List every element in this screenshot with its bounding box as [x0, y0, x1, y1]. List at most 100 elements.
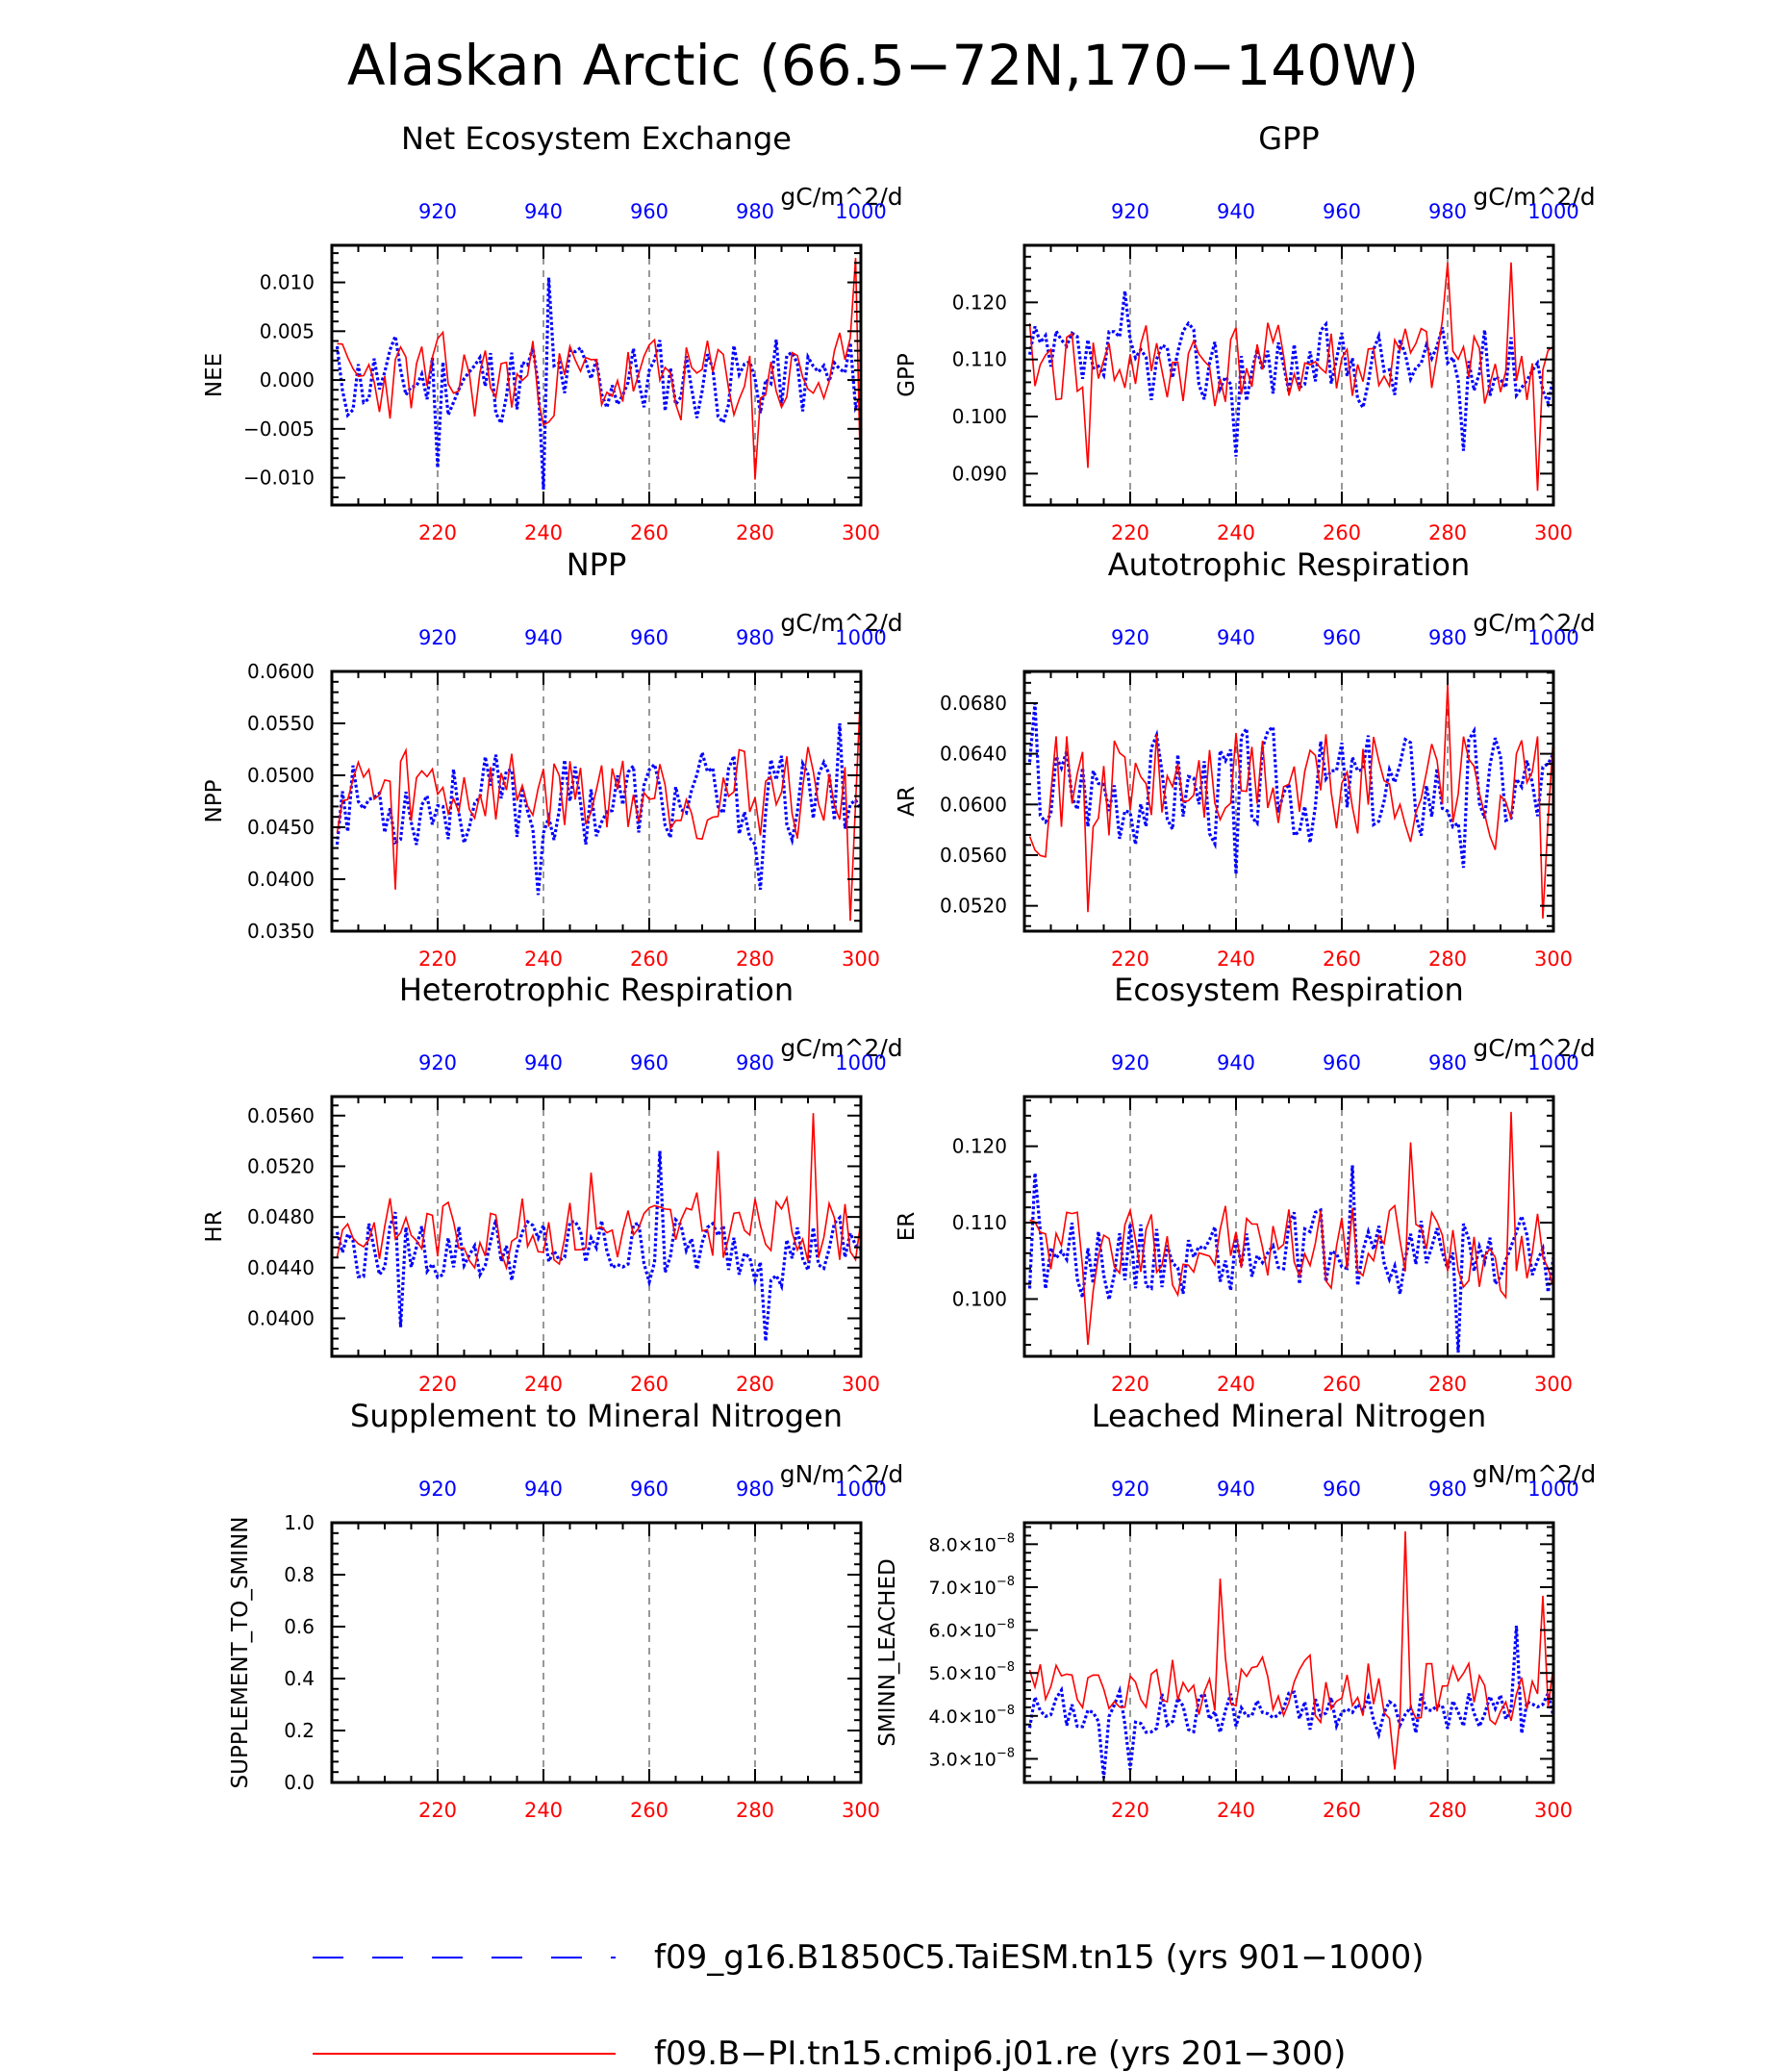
y-tick-label: 0.0 [284, 1771, 315, 1794]
x-tick-label-bottom: 220 [1111, 521, 1149, 544]
y-tick-label: 0.0400 [247, 1306, 315, 1329]
x-tick-label-bottom: 260 [630, 521, 669, 544]
x-tick-label-top: 980 [1428, 1478, 1467, 1501]
y-tick-label: 0.0640 [940, 743, 1007, 766]
legend-label-red: f09.B−PI.tn15.cmip6.j01.re (yrs 201−300) [654, 2034, 1346, 2072]
x-tick-label-top: 920 [1111, 626, 1149, 649]
y-axis-label: NEE [202, 353, 227, 397]
y-tick-label: 0.010 [260, 271, 315, 294]
y-tick-label: 0.000 [260, 368, 315, 392]
panel-8: Leached Mineral Nitrogen gN/m^2/d 220 240 26… [875, 1398, 1596, 1822]
panel-title: Leached Mineral Nitrogen [1092, 1398, 1487, 1434]
units-label: gC/m^2/d [780, 183, 902, 211]
x-tick-label-top: 980 [1428, 626, 1467, 649]
x-tick-label-top: 980 [736, 626, 774, 649]
series-blue-line [1027, 291, 1553, 457]
panel-1: Net Ecosystem Exchange gC/m^2/d 220 240 260 2… [202, 120, 903, 544]
x-tick-label-top: 940 [1217, 1051, 1255, 1074]
y-axis-label: SUPPLEMENT_TO_SMINN [228, 1517, 253, 1789]
series-red-line [337, 258, 861, 495]
x-tick-label-bottom: 240 [524, 521, 563, 544]
x-tick-label-bottom: 240 [524, 1373, 563, 1396]
panel-2: GPP gC/m^2/d 220 240 260 280 300 920 940 960 980 10… [895, 120, 1596, 544]
x-tick-label-top: 960 [630, 626, 669, 649]
x-tick-label-top: 940 [524, 1478, 563, 1501]
x-tick-label-bottom: 220 [1111, 1373, 1149, 1396]
y-tick-label: 0.6 [284, 1615, 315, 1638]
y-tick-label: 1.0 [284, 1511, 315, 1534]
y-tick-label: 0.120 [952, 291, 1007, 314]
x-tick-label-top: 1000 [1527, 1478, 1578, 1501]
y-tick-label: 0.4 [284, 1667, 315, 1690]
x-tick-label-top: 1000 [835, 200, 886, 223]
x-tick-label-top: 960 [630, 1051, 669, 1074]
series-blue-line [335, 1150, 861, 1342]
panel-5: Heterotrophic Respiration gC/m^2/d 220 240 2… [202, 972, 903, 1396]
x-tick-label-bottom: 300 [1534, 1799, 1573, 1822]
y-tick-label: 0.0520 [940, 895, 1007, 918]
x-tick-label-bottom: 260 [1323, 948, 1361, 971]
units-label: gN/m^2/d [1473, 1460, 1597, 1488]
x-tick-label-bottom: 300 [842, 1799, 880, 1822]
x-tick-label-top: 980 [1428, 1051, 1467, 1074]
x-tick-label-top: 920 [1111, 1051, 1149, 1074]
plot-frame [330, 1521, 863, 1784]
y-tick-label: 0.0480 [247, 1205, 315, 1228]
x-tick-label-bottom: 300 [842, 1373, 880, 1396]
plot-frame [330, 670, 863, 933]
x-tick-label-top: 940 [524, 626, 563, 649]
y-tick-label: 0.0560 [940, 844, 1007, 867]
x-tick-label-top: 960 [630, 200, 669, 223]
y-tick-label: 0.110 [952, 348, 1007, 371]
y-tick-label: 0.110 [952, 1211, 1007, 1234]
x-tick-label-top: 960 [1323, 1051, 1361, 1074]
x-tick-label-bottom: 240 [524, 1799, 563, 1822]
x-tick-label-top: 1000 [1527, 626, 1578, 649]
x-tick-label-bottom: 280 [736, 948, 774, 971]
x-tick-label-top: 960 [1323, 1478, 1361, 1501]
x-tick-label-top: 940 [1217, 626, 1255, 649]
x-tick-label-top: 920 [1111, 200, 1149, 223]
x-tick-label-top: 980 [736, 1478, 774, 1501]
plot-frame [1022, 670, 1555, 933]
x-tick-label-top: 920 [418, 626, 457, 649]
x-tick-label-top: 980 [1428, 200, 1467, 223]
y-tick-label: 3.0×10−8 [929, 1746, 1016, 1770]
y-tick-label: 0.090 [952, 462, 1007, 485]
x-tick-label-top: 1000 [1527, 1051, 1578, 1074]
x-tick-label-bottom: 220 [1111, 948, 1149, 971]
series-red-line [336, 681, 861, 922]
x-tick-label-bottom: 280 [736, 521, 774, 544]
x-tick-label-top: 980 [736, 200, 774, 223]
y-tick-label: 5.0×10−8 [929, 1660, 1016, 1684]
x-tick-label-bottom: 240 [1217, 948, 1255, 971]
x-tick-label-top: 920 [418, 1478, 457, 1501]
x-tick-label-top: 940 [524, 200, 563, 223]
x-tick-label-bottom: 220 [418, 521, 457, 544]
x-tick-label-bottom: 300 [842, 948, 880, 971]
units-label: gC/m^2/d [780, 1034, 902, 1062]
y-axis-label: GPP [895, 353, 920, 397]
series-red-line [1028, 684, 1553, 919]
x-tick-label-bottom: 280 [736, 1373, 774, 1396]
plot-frame [330, 243, 863, 507]
series-blue-line [335, 722, 861, 896]
units-label: gC/m^2/d [780, 609, 902, 637]
x-tick-label-top: 1000 [835, 1051, 886, 1074]
y-tick-label: 0.0600 [247, 660, 315, 683]
units-label: gC/m^2/d [1473, 609, 1595, 637]
y-tick-label: 0.005 [260, 319, 315, 342]
y-tick-label: 0.120 [952, 1135, 1007, 1158]
y-tick-label: 7.0×10−8 [929, 1575, 1016, 1599]
x-tick-label-bottom: 280 [1428, 521, 1467, 544]
panels: Net Ecosystem Exchange gC/m^2/d 220 240 260 2… [202, 120, 1596, 1822]
y-tick-label: 0.0680 [940, 692, 1007, 715]
x-tick-label-bottom: 300 [1534, 948, 1573, 971]
x-tick-label-top: 920 [418, 200, 457, 223]
series-blue-line [1027, 702, 1553, 874]
x-tick-label-top: 920 [418, 1051, 457, 1074]
x-tick-label-bottom: 280 [1428, 1373, 1467, 1396]
x-tick-label-top: 960 [1323, 626, 1361, 649]
